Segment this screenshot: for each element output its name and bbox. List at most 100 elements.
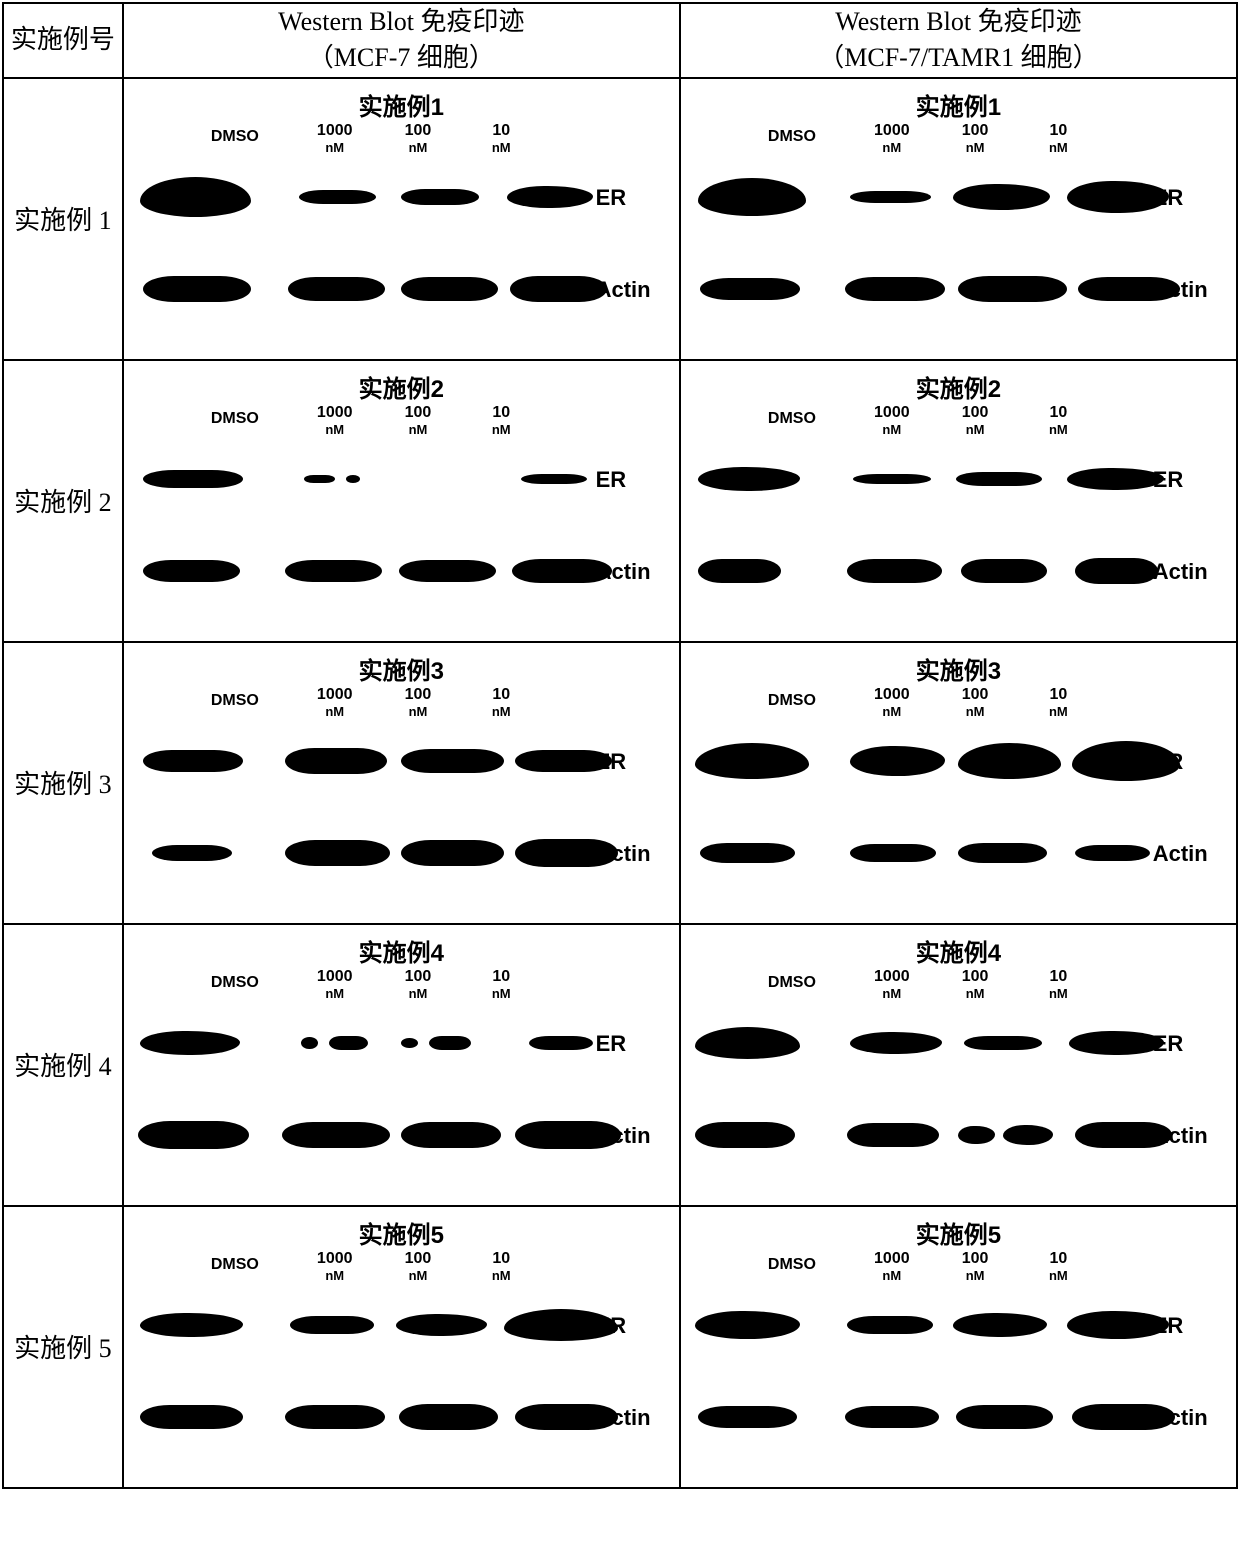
lane-label: DMSO <box>742 693 842 709</box>
er-label: ER <box>596 1313 627 1339</box>
lane-label: DMSO <box>742 975 842 991</box>
blot-panel: 实施例1DMSO1000nM100nM10nMERActin <box>681 79 1236 359</box>
er-label: ER <box>1153 185 1184 211</box>
actin-label: Actin <box>1153 1123 1208 1149</box>
blot-panel: 实施例1DMSO1000nM100nM10nMERActin <box>124 79 679 359</box>
blot-band <box>853 474 931 484</box>
blot-band <box>143 276 251 302</box>
row-label: 实施例 3 <box>3 642 123 924</box>
header-col2: Western Blot 免疫印迹 （MCF-7/TAMR1 细胞） <box>680 3 1237 78</box>
lane-label: 10nM <box>451 687 551 718</box>
lane-labels: DMSO1000nM100nM10nM <box>681 123 1236 163</box>
header-col0: 实施例号 <box>3 3 123 78</box>
row-label-text: 实施例 4 <box>14 1052 112 1081</box>
blot-band <box>850 746 944 776</box>
table-row: 实施例 3 实施例3DMSO1000nM100nM10nMERActin 实施例… <box>3 642 1237 924</box>
blot-band <box>401 749 504 773</box>
lane-labels: DMSO1000nM100nM10nM <box>681 405 1236 445</box>
blot-panel: 实施例4DMSO1000nM100nM10nMERActin <box>681 925 1236 1205</box>
blot-cell: 实施例4DMSO1000nM100nM10nMERActin <box>680 924 1237 1206</box>
blot-band <box>1067 468 1164 490</box>
blot-band <box>401 277 498 301</box>
blot-panel: 实施例3DMSO1000nM100nM10nMERActin <box>681 643 1236 923</box>
blot-band <box>401 1122 501 1148</box>
blot-band <box>1075 558 1158 584</box>
er-label: ER <box>596 1031 627 1057</box>
blot-band <box>285 1405 385 1429</box>
blot-band <box>1003 1125 1053 1145</box>
row-label-text: 实施例 5 <box>14 1334 112 1363</box>
er-label: ER <box>596 467 627 493</box>
blot-band <box>396 1314 488 1336</box>
blot-band <box>958 1126 994 1144</box>
blot-cell: 实施例3DMSO1000nM100nM10nMERActin <box>123 642 680 924</box>
blot-cell: 实施例2DMSO1000nM100nM10nMERActin <box>680 360 1237 642</box>
panel-title: 实施例4 <box>124 933 679 968</box>
blot-band <box>700 278 800 300</box>
lane-label: 10nM <box>1008 969 1108 1000</box>
blot-band <box>507 186 593 208</box>
blot-panel: 实施例5DMSO1000nM100nM10nMERActin <box>681 1207 1236 1487</box>
western-blot-table: 实施例号 Western Blot 免疫印迹 （MCF-7 细胞） Wester… <box>2 2 1238 1489</box>
header-col1-line2: （MCF-7 细胞） <box>308 43 495 72</box>
lane-labels: DMSO1000nM100nM10nM <box>124 1251 679 1291</box>
panel-title: 实施例1 <box>124 87 679 122</box>
lane-label: DMSO <box>742 1257 842 1273</box>
blot-panel: 实施例2DMSO1000nM100nM10nMERActin <box>124 361 679 641</box>
blot-band <box>288 277 385 301</box>
blot-band <box>953 184 1050 210</box>
table-row: 实施例 5 实施例5DMSO1000nM100nM10nMERActin 实施例… <box>3 1206 1237 1488</box>
lane-label: DMSO <box>185 129 285 145</box>
blot-band <box>695 1122 795 1148</box>
lane-label: 10nM <box>451 1251 551 1282</box>
blot-band <box>850 191 930 203</box>
blot-band <box>700 843 794 863</box>
blot-band <box>956 1405 1053 1429</box>
blot-band <box>140 1405 243 1429</box>
lane-label: DMSO <box>742 411 842 427</box>
lane-label: 10nM <box>451 969 551 1000</box>
actin-label: Actin <box>1153 1405 1208 1431</box>
blot-band <box>285 560 382 582</box>
lane-labels: DMSO1000nM100nM10nM <box>124 123 679 163</box>
blot-band <box>695 743 809 779</box>
blot-panel: 实施例4DMSO1000nM100nM10nMERActin <box>124 925 679 1205</box>
panel-title: 实施例2 <box>124 369 679 404</box>
blot-band <box>961 559 1047 583</box>
blot-band <box>847 1123 939 1147</box>
lane-label: 10nM <box>1008 405 1108 436</box>
blot-band <box>698 1406 798 1428</box>
blot-cell: 实施例5DMSO1000nM100nM10nMERActin <box>680 1206 1237 1488</box>
panel-title: 实施例4 <box>681 933 1236 968</box>
blot-band <box>290 1316 373 1334</box>
blot-panel: 实施例3DMSO1000nM100nM10nMERActin <box>124 643 679 923</box>
blot-cell: 实施例5DMSO1000nM100nM10nMERActin <box>123 1206 680 1488</box>
blot-panel: 实施例5DMSO1000nM100nM10nMERActin <box>124 1207 679 1487</box>
blot-band <box>529 1036 593 1050</box>
blot-band <box>401 1038 418 1048</box>
panel-title: 实施例3 <box>681 651 1236 686</box>
actin-label: Actin <box>596 559 651 585</box>
blot-band <box>143 560 240 582</box>
lane-label: 10nM <box>451 405 551 436</box>
blot-band <box>845 1406 939 1428</box>
blot-band <box>143 750 243 772</box>
lane-label: 10nM <box>451 123 551 154</box>
blot-band <box>285 840 390 866</box>
lane-label: DMSO <box>185 411 285 427</box>
lane-labels: DMSO1000nM100nM10nM <box>681 1251 1236 1291</box>
lane-label: DMSO <box>185 693 285 709</box>
blot-panel: 实施例2DMSO1000nM100nM10nMERActin <box>681 361 1236 641</box>
actin-label: Actin <box>596 841 651 867</box>
row-label-text: 实施例 1 <box>14 206 112 235</box>
header-col0-text: 实施例号 <box>11 25 115 54</box>
panel-title: 实施例5 <box>124 1215 679 1250</box>
lane-label: 10nM <box>1008 687 1108 718</box>
lane-label: DMSO <box>185 975 285 991</box>
blot-cell: 实施例1DMSO1000nM100nM10nMERActin <box>123 78 680 360</box>
table-row: 实施例 2 实施例2DMSO1000nM100nM10nMERActin 实施例… <box>3 360 1237 642</box>
lane-label: 10nM <box>1008 1251 1108 1282</box>
er-label: ER <box>1153 1313 1184 1339</box>
header-row: 实施例号 Western Blot 免疫印迹 （MCF-7 细胞） Wester… <box>3 3 1237 78</box>
blot-band <box>285 748 388 774</box>
